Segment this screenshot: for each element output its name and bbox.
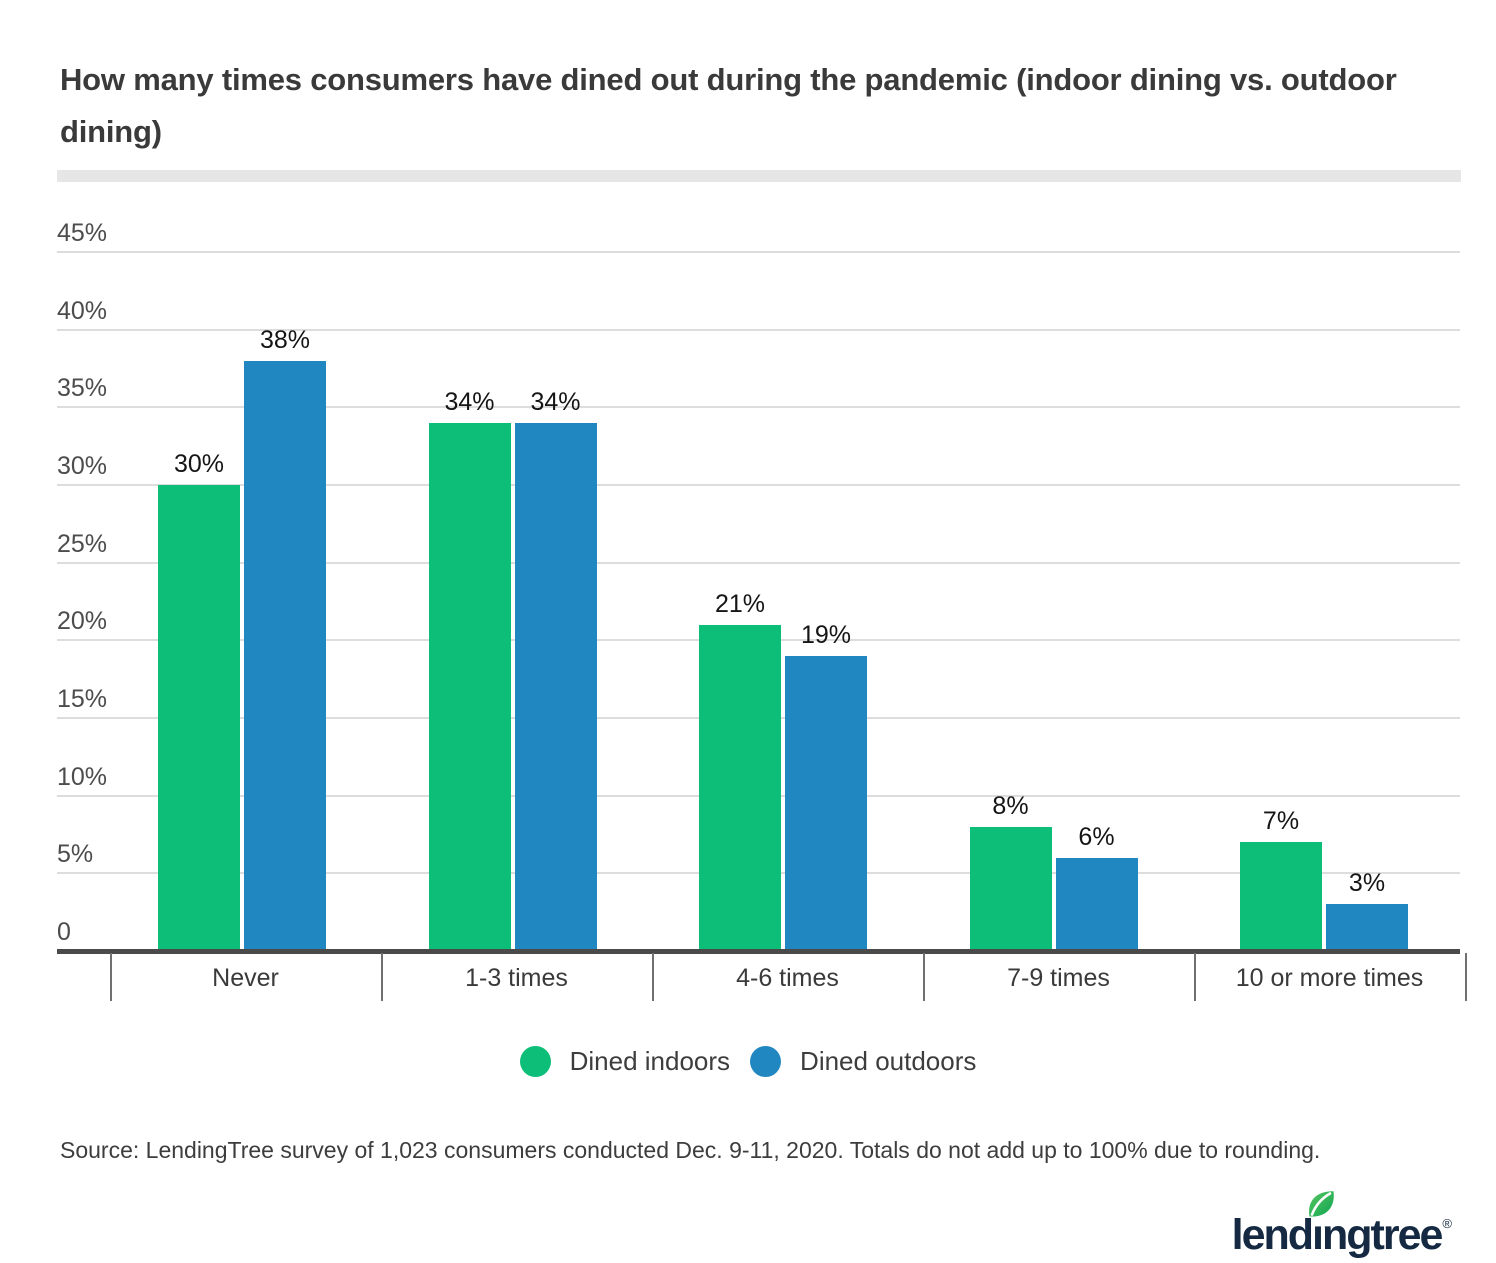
bar-value-label: 21%	[714, 589, 766, 618]
bar-value-label: 8%	[992, 791, 1029, 820]
gridline	[57, 328, 1460, 331]
x-axis-tick	[1465, 953, 1467, 1001]
x-axis-category-label: 1-3 times	[465, 964, 568, 992]
bar-dined-indoors	[1240, 842, 1322, 951]
bar-dined-outdoors	[1055, 857, 1138, 951]
logo-text-post: ngtree	[1321, 1211, 1443, 1259]
x-axis-category-label: Never	[212, 964, 279, 992]
y-axis-label: 20%	[57, 607, 108, 636]
chart-legend: Dined indoors Dined outdoors	[0, 1046, 1496, 1077]
bar-dined-indoors	[158, 485, 240, 951]
y-axis-label: 0	[57, 918, 71, 946]
chart-title: How many times consumers have dined out …	[60, 62, 1397, 149]
bar-value-label: 38%	[259, 325, 311, 354]
y-axis-label: 10%	[57, 762, 108, 791]
y-axis-label: 45%	[57, 219, 108, 247]
legend-label: Dined indoors	[569, 1046, 731, 1076]
x-axis-tick	[1194, 953, 1196, 1001]
x-axis-category-label: 10 or more times	[1235, 964, 1424, 992]
x-axis-tick	[923, 953, 925, 1001]
y-axis-label: 5%	[57, 840, 94, 869]
bar-value-label: 7%	[1262, 807, 1300, 836]
bar-dined-outdoors	[244, 360, 326, 951]
x-axis-category-label: 7-9 times	[1007, 964, 1110, 992]
y-axis-label: 15%	[57, 685, 108, 713]
x-axis-line	[57, 949, 1460, 954]
bar-value-label: 30%	[173, 450, 225, 478]
legend-item: Dined indoors	[519, 1046, 731, 1077]
logo-wordmark: lendı ngtree	[1231, 1191, 1443, 1259]
logo-letter-i: ı	[1309, 1191, 1334, 1259]
legend-swatch-icon	[750, 1046, 782, 1077]
bar-value-label: 34%	[444, 387, 495, 416]
source-note: Source: LendingTree survey of 1,023 cons…	[60, 1137, 1321, 1163]
bar-value-label: 19%	[800, 620, 852, 649]
bar-dined-indoors	[969, 826, 1052, 951]
x-axis-category-label: 4-6 times	[736, 964, 839, 992]
bar-value-label: 6%	[1078, 822, 1115, 851]
logo-dotless-i: ı	[1312, 1211, 1324, 1259]
bar-dined-outdoors	[514, 422, 597, 951]
leaf-icon	[1309, 1191, 1334, 1217]
y-axis-label: 30%	[57, 452, 108, 480]
legend-item: Dined outdoors	[750, 1046, 976, 1077]
bar-value-label: 34%	[530, 387, 581, 416]
y-axis-label: 40%	[57, 296, 108, 325]
x-axis-tick	[652, 953, 654, 1001]
legend-label: Dined outdoors	[800, 1046, 977, 1076]
y-axis-label: 25%	[57, 529, 108, 558]
gridline	[57, 251, 1460, 253]
y-axis-label: 35%	[57, 374, 108, 403]
bar-value-label: 3%	[1348, 869, 1386, 898]
logo-registered-mark: ®	[1442, 1216, 1452, 1231]
lendingtree-logo: lendı ngtree ®	[1231, 1191, 1452, 1259]
logo-text-pre: lend	[1231, 1211, 1314, 1259]
gridline	[57, 406, 1460, 409]
x-axis-tick	[110, 953, 112, 1001]
gridline	[57, 484, 1460, 486]
gridline	[57, 561, 1460, 564]
bar-dined-outdoors	[1326, 904, 1408, 951]
legend-swatch-icon	[519, 1046, 551, 1077]
x-axis-tick	[381, 953, 383, 1001]
bar-dined-indoors	[699, 624, 781, 951]
bar-dined-indoors	[428, 422, 511, 951]
bar-dined-outdoors	[785, 655, 867, 951]
title-divider	[57, 170, 1461, 182]
